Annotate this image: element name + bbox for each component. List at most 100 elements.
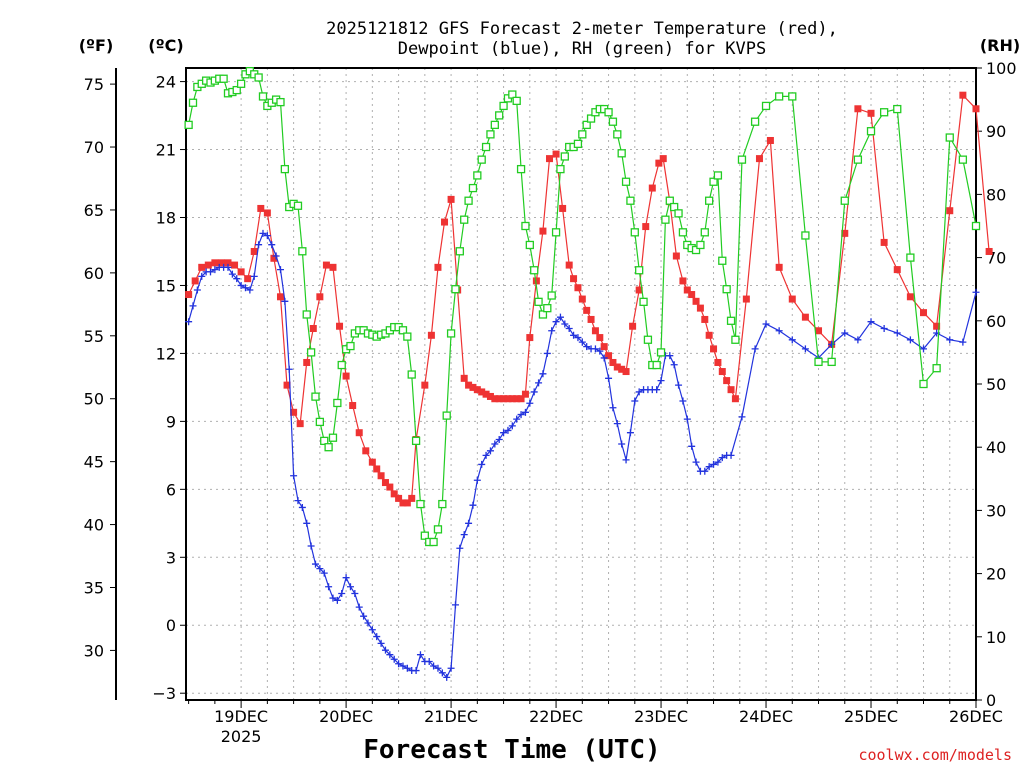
rh-point — [534, 297, 543, 306]
dewpoint-point — [447, 664, 455, 672]
temperature-point — [959, 91, 967, 99]
rh-point — [573, 139, 583, 148]
dewpoint-point — [626, 429, 634, 437]
rh-point — [775, 92, 784, 101]
rh-point — [337, 360, 346, 370]
dewpoint-point — [714, 458, 722, 466]
dewpoint-point — [224, 263, 232, 271]
dewpoint-point — [364, 619, 372, 627]
temperature-point — [893, 266, 901, 274]
rh-point — [731, 335, 740, 344]
rh-point — [788, 92, 797, 101]
chart-title-line2: Dewpoint (blue), RH (green) for KVPS — [398, 39, 766, 59]
temperature-point — [198, 263, 206, 271]
rh-point — [306, 348, 316, 357]
dewpoint-point — [596, 347, 604, 355]
dewpoint-point — [351, 590, 359, 598]
dewpoint-point — [530, 388, 538, 396]
dewpoint-point — [250, 272, 258, 280]
dewpoint-point — [263, 232, 271, 240]
dewpoint-point — [438, 669, 446, 677]
rh-point — [486, 130, 495, 139]
temperature-point — [191, 277, 199, 285]
temperature-point — [322, 261, 330, 269]
fahrenheit-tick-label: 70 — [84, 138, 104, 157]
fahrenheit-tick-label: 60 — [84, 264, 104, 283]
rh-tick-label: 20 — [986, 565, 1006, 584]
dewpoint-point — [508, 422, 516, 430]
temperature-point — [622, 368, 630, 376]
dewpoint-point — [666, 352, 674, 360]
temperature-point — [473, 386, 481, 394]
rh-point — [958, 155, 968, 164]
rh-point — [691, 245, 701, 255]
dewpoint-point — [738, 413, 746, 421]
dewpoint-point — [346, 583, 354, 591]
dewpoint-point — [198, 272, 206, 280]
dewpoint-point — [355, 603, 363, 611]
temperature-point — [373, 465, 381, 473]
dewpoint-point — [342, 574, 350, 582]
rh-point — [320, 436, 329, 446]
rh-point — [468, 183, 478, 193]
dewpoint-point — [504, 426, 512, 434]
temperature-point — [460, 374, 468, 382]
temperature-point — [390, 490, 398, 498]
temperature-point — [513, 395, 521, 403]
temperature-point — [342, 372, 350, 380]
temperature-point — [552, 150, 560, 158]
temperature-point — [283, 381, 291, 389]
dewpoint-point — [618, 440, 626, 448]
dewpoint-point — [920, 345, 928, 353]
dewpoint-point — [373, 633, 381, 641]
temperature-point — [526, 334, 534, 342]
rh-point — [512, 96, 521, 106]
temperature-point — [587, 315, 595, 323]
rh-point — [932, 364, 941, 373]
x-tick-label: 21DEC — [424, 707, 478, 726]
x-tick-label: 25DEC — [844, 707, 898, 726]
temperature-point — [381, 479, 389, 487]
dewpoint-point — [906, 336, 914, 344]
rh-point — [700, 228, 709, 237]
temperature-point — [355, 429, 363, 437]
dewpoint-point — [751, 345, 759, 353]
dewpoint-point — [281, 297, 289, 305]
fahrenheit-tick-label: 30 — [84, 641, 104, 660]
rh-point — [652, 360, 661, 370]
temperature-point — [386, 483, 394, 491]
celsius-tick-label: 15 — [156, 276, 176, 295]
dewpoint-point — [801, 345, 809, 353]
temperature-point — [482, 390, 490, 398]
dewpoint-point — [670, 361, 678, 369]
fahrenheit-unit-label: (ºF) — [79, 36, 114, 55]
rh-point — [722, 285, 731, 294]
temperature-point — [211, 259, 219, 267]
temperature-point — [775, 263, 783, 271]
rh-point — [560, 152, 569, 161]
temperature-point — [696, 304, 704, 312]
temperature-point — [755, 155, 763, 163]
dewpoint-point — [688, 442, 696, 450]
dewpoint-point — [390, 655, 398, 663]
dewpoint-point — [329, 594, 337, 602]
dewpoint-point — [972, 288, 980, 296]
rh-point — [670, 202, 679, 212]
rh-point — [508, 90, 517, 99]
dewpoint-point — [316, 565, 324, 573]
dewpoint-point — [653, 386, 661, 394]
rh-tick-label: 80 — [986, 185, 1006, 204]
dewpoint-point — [228, 270, 236, 278]
temperature-point — [303, 358, 311, 366]
dewpoint-point — [491, 440, 499, 448]
celsius-tick-label: 18 — [156, 209, 176, 228]
dewpoint-point — [959, 338, 967, 346]
dewpoint-point — [526, 399, 534, 407]
rh-point — [674, 209, 683, 218]
temperature-point — [801, 313, 809, 321]
celsius-tick-label: 21 — [156, 141, 176, 160]
dewpoint-point — [548, 327, 556, 335]
dewpoint-point — [298, 503, 306, 511]
temperature-point — [648, 184, 656, 192]
rh-point — [814, 357, 823, 367]
